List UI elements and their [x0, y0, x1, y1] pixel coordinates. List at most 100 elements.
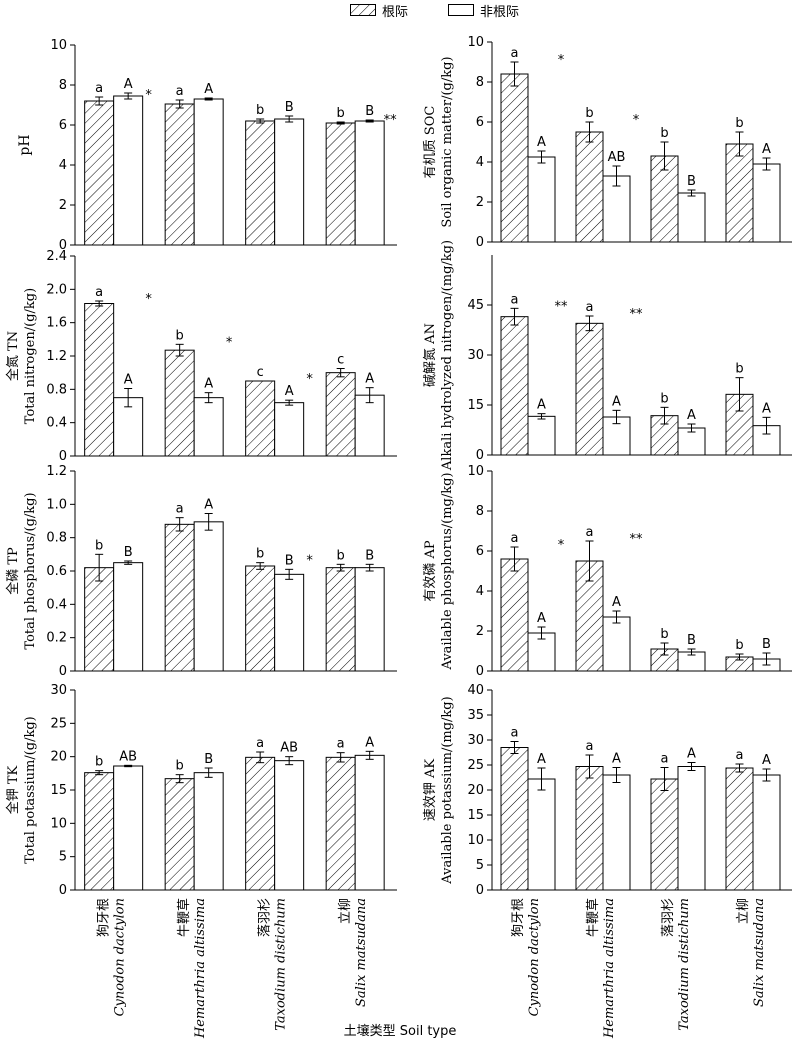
panel-7-sig-letter: AB [280, 741, 298, 756]
panel-8-y-tick-label: 40 [467, 683, 484, 698]
panel-1-bar-non-rhizosphere [193, 98, 224, 246]
category-label-cn: 狗牙根 [511, 898, 526, 937]
panel-3-bar-rhizosphere [325, 372, 356, 457]
panel-5-sig-letter: b [337, 548, 345, 563]
panel-6-sig-letter: b [735, 638, 743, 653]
panel-4-sig-letter: a [586, 300, 594, 315]
panel-3-sig-letter: A [285, 384, 294, 399]
category-label-latin: Salix matsudana [752, 898, 767, 1007]
panel-7-sig-letter: a [256, 736, 264, 751]
panel-4-sig-letter: A [762, 401, 771, 416]
hatch-swatch-icon [350, 4, 376, 16]
panel-6-significance-mark: ** [630, 532, 644, 547]
panel-7-sig-letter: B [204, 752, 213, 767]
panel-2-y-tick-label: 0 [476, 235, 484, 250]
panel-5-sig-letter: A [204, 498, 213, 513]
legend-item-rhizosphere: 根际 [350, 2, 408, 20]
panel-1-y-label: pH [17, 134, 33, 155]
panel-3-y-label-cn: 全氮 TN [5, 331, 21, 381]
panel-7-y-label-cn: 全钾 TK [5, 765, 21, 814]
panel-6-sig-letter: A [537, 611, 546, 626]
panel-2-bar-non-rhizosphere [677, 192, 706, 243]
panel-7-bar-non-rhizosphere [354, 754, 385, 891]
panel-8-y-tick-label: 10 [467, 833, 484, 848]
panel-6-bar-non-rhizosphere [602, 616, 631, 672]
panel-2-sig-letter: B [687, 174, 696, 189]
panel-2-bar-rhizosphere [575, 131, 604, 243]
panel-2-y-tick-label: 6 [476, 115, 484, 130]
panel-8-y-tick-label: 15 [467, 808, 484, 823]
panel-5-bar-rhizosphere [164, 523, 195, 672]
panel-2-y-tick-label: 8 [476, 75, 484, 90]
panel-4-significance-mark: ** [555, 299, 569, 314]
panel-5-sig-letter: a [176, 502, 184, 517]
panel-3-significance-mark: * [145, 292, 152, 307]
panel-6-sig-letter: B [762, 637, 771, 652]
panel-1-sig-letter: B [285, 100, 294, 115]
panel-1-bar-non-rhizosphere [113, 95, 144, 246]
panel-3-y-label-en: Total nitrogen/(g/kg) [23, 288, 38, 424]
category-label-latin: Hemarthria altissima [602, 898, 617, 1039]
panel-4-y-label-cn: 碱解氮 AN [423, 323, 438, 387]
panel-5-bar-rhizosphere [325, 567, 356, 672]
panel-2-sig-letter: A [762, 142, 771, 157]
panel-4-bar-rhizosphere [500, 316, 529, 456]
panel-5-y-tick-label: 0.4 [46, 597, 67, 612]
panel-2-y-label-cn: 有机质 SOC [423, 106, 438, 179]
panel-6-y-label-en: Available phosphorus/(mg/kg) [440, 472, 455, 670]
panel-3-y-tick-label: 0.8 [46, 382, 67, 397]
panel-5-sig-letter: b [95, 538, 103, 553]
panel-7-bar-non-rhizosphere [113, 765, 144, 891]
panel-3-bar-rhizosphere [164, 349, 195, 457]
panel-7-sig-letter: AB [119, 749, 137, 764]
panel-5-y-tick-label: 0.8 [46, 531, 67, 546]
panel-5-y-tick-label: 1.0 [46, 497, 67, 512]
panel-1-y-tick-label: 0 [59, 238, 67, 253]
panel-3-bar-rhizosphere [84, 303, 115, 457]
category-label-cn: 立柳 [736, 898, 751, 924]
panel-3-y-tick-label: 2.0 [46, 282, 67, 297]
panel-6-y-label-cn: 有效磷 AP [423, 540, 438, 602]
panel-1-y-tick-label: 6 [59, 118, 67, 133]
panel-7-bar-rhizosphere [325, 756, 356, 891]
panel-6-y-tick-label: 0 [476, 664, 484, 679]
panel-8-sig-letter: A [762, 753, 771, 768]
panel-4-sig-letter: A [537, 398, 546, 413]
panel-6-y-tick-label: 10 [467, 464, 484, 479]
panel-8-bar-rhizosphere [575, 766, 604, 891]
panel-7-y-tick-label: 0 [59, 883, 67, 898]
panel-5-y-tick-label: 0 [59, 664, 67, 679]
panel-2-sig-letter: b [660, 126, 668, 141]
panel-5-bar-non-rhizosphere [354, 567, 385, 672]
panel-1-sig-letter: b [256, 103, 264, 118]
panel-4-y-tick-label: 45 [467, 298, 484, 313]
panel-5-y-label-en: Total phosphorus/(g/kg) [23, 492, 38, 649]
panel-3-sig-letter: a [95, 285, 103, 300]
panel-1-bar-rhizosphere [325, 122, 356, 246]
panel-5-bar-non-rhizosphere [274, 573, 305, 672]
panel-7-bar-non-rhizosphere [193, 772, 224, 891]
panel-3-bar-non-rhizosphere [193, 397, 224, 457]
panel-1-bar-non-rhizosphere [274, 118, 305, 246]
panel-6-sig-letter: b [660, 627, 668, 642]
category-label-latin: Taxodium distichum [677, 898, 692, 1031]
panel-3-y-tick-label: 0 [59, 449, 67, 464]
solid-swatch-icon [448, 4, 474, 16]
panel-8-sig-letter: a [661, 752, 669, 767]
panel-3-y-tick-label: 1.2 [46, 349, 67, 364]
panel-6-y-tick-label: 6 [476, 544, 484, 559]
panel-6-y-tick-label: 2 [476, 624, 484, 639]
panel-5-significance-mark: * [306, 554, 313, 569]
panel-4-sig-letter: A [687, 408, 696, 423]
panel-5-y-tick-label: 0.2 [46, 631, 67, 646]
panel-1-y-tick-label: 8 [59, 78, 67, 93]
panel-3-sig-letter: A [365, 372, 374, 387]
panel-4-y-label-en: Alkali hydrolyzed nitrogen/(mg/kg) [440, 240, 455, 471]
panel-4-sig-letter: b [735, 362, 743, 377]
panel-7-bar-rhizosphere [245, 756, 276, 891]
panel-8-y-tick-label: 30 [467, 733, 484, 748]
panel-7-sig-letter: A [365, 735, 374, 750]
panel-8-bar-non-rhizosphere [677, 766, 706, 891]
panel-8-y-tick-label: 20 [467, 783, 484, 798]
category-label-cn: 落羽杉 [258, 898, 273, 937]
